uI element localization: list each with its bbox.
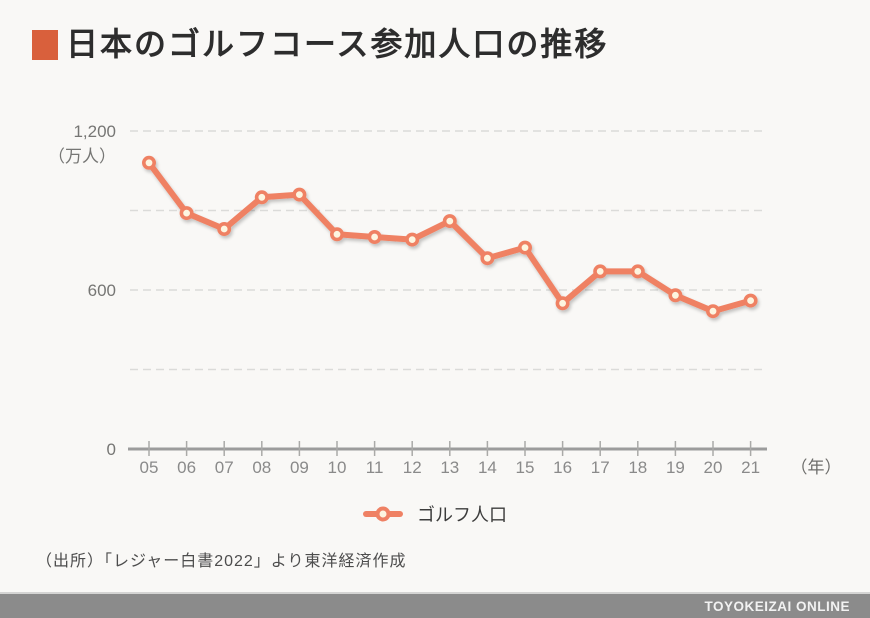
x-axis-tick-label: 09	[290, 458, 309, 477]
x-axis-tick-label: 13	[440, 458, 459, 477]
x-axis-tick-label: 08	[252, 458, 271, 477]
data-point	[630, 264, 645, 279]
source-note: （出所）「レジャー白書2022」より東洋経済作成	[36, 553, 407, 570]
legend-line-marker-icon	[363, 506, 403, 522]
axes	[128, 441, 767, 456]
footer-brand-logo: TOYOKEIZAI ONLINE	[704, 598, 850, 614]
data-point	[517, 240, 532, 255]
y-axis-tick-label: 0	[107, 440, 116, 459]
data-series	[142, 155, 758, 319]
page-title: 日本のゴルフコース参加人口の推移	[66, 26, 609, 62]
x-axis-tick-label: 21	[741, 458, 760, 477]
data-point	[442, 214, 457, 229]
data-point	[292, 187, 307, 202]
line-chart: 1,200 600 0 （万人） 05 06 07 08 09 10 11 12 13 14 15 16 17 1…	[48, 122, 842, 477]
legend-series-label: ゴルフ人口	[417, 505, 507, 525]
y-axis-tick-label: 600	[88, 281, 116, 300]
data-point	[367, 230, 382, 245]
data-point	[555, 296, 570, 311]
x-axis-unit-label: （年）	[791, 458, 842, 477]
data-point	[705, 304, 720, 319]
x-axis-tick-label: 17	[591, 458, 610, 477]
x-axis-tick-label: 12	[403, 458, 422, 477]
chart-header: 日本のゴルフコース参加人口の推移	[32, 26, 608, 63]
data-point	[254, 190, 269, 205]
data-point	[329, 227, 344, 242]
x-axis-tick-label: 19	[666, 458, 685, 477]
x-axis-tick-label: 18	[628, 458, 647, 477]
x-axis-tick-label: 07	[215, 458, 234, 477]
x-axis-tick-label: 20	[704, 458, 723, 477]
y-axis-tick-label: 1,200	[73, 122, 116, 141]
data-point	[217, 222, 232, 237]
legend-point-marker-icon	[375, 506, 391, 522]
data-point	[480, 251, 495, 266]
data-point	[405, 232, 420, 247]
data-point	[593, 264, 608, 279]
x-axis-tick-label: 16	[553, 458, 572, 477]
footer-bar: TOYOKEIZAI ONLINE	[0, 592, 870, 618]
x-axis-tick-label: 14	[478, 458, 497, 477]
gridlines	[130, 130, 767, 371]
axis-labels: 1,200 600 0 （万人） 05 06 07 08 09 10 11 12 13 14 15 16 17 1…	[48, 122, 842, 477]
x-axis-tick-label: 05	[140, 458, 159, 477]
x-axis-tick-label: 10	[328, 458, 347, 477]
data-line	[146, 159, 754, 315]
data-point	[668, 288, 683, 303]
data-point	[179, 206, 194, 221]
data-point	[142, 155, 157, 170]
title-accent-square-icon	[32, 30, 58, 60]
legend: ゴルフ人口	[0, 501, 870, 527]
y-axis-unit-label: （万人）	[48, 147, 116, 166]
x-axis-tick-label: 11	[366, 458, 384, 477]
x-axis-tick-label: 15	[516, 458, 535, 477]
data-point	[743, 293, 758, 308]
x-axis-tick-label: 06	[177, 458, 196, 477]
